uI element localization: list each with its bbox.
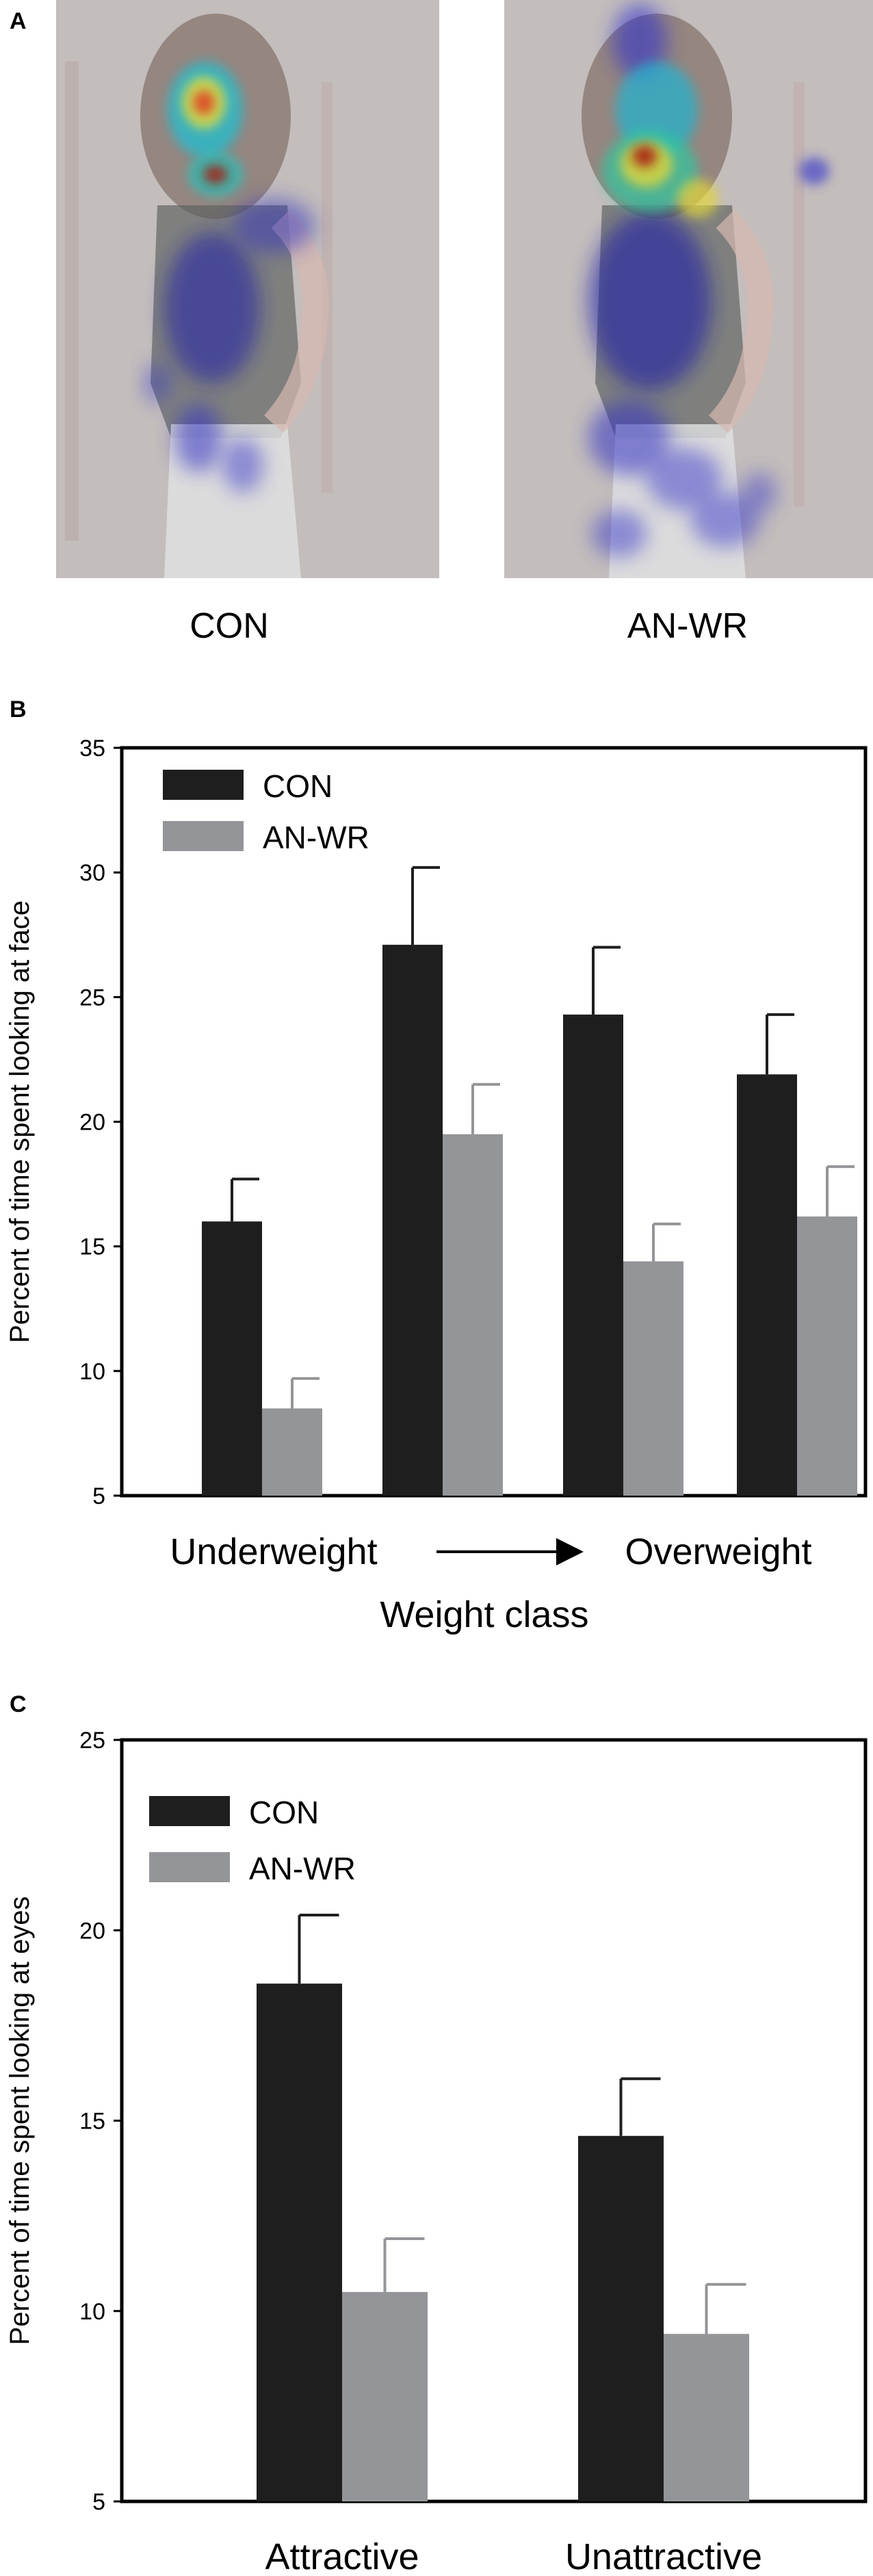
- category-label-underweight: Underweight: [170, 1531, 377, 1572]
- bar-anwr-3: [623, 1261, 683, 1496]
- bar-anwr-2: [443, 1134, 503, 1496]
- legend-label-anwr: AN-WR: [263, 820, 369, 855]
- y-tick-label: 20: [79, 1918, 105, 1944]
- x-axis-title-b: Weight class: [380, 1594, 588, 1635]
- heatmap-photo-an-wr: [504, 0, 873, 578]
- category-label-overweight: Overweight: [625, 1531, 811, 1572]
- heatmap-photo-con: [56, 0, 439, 578]
- bar-con-2: [578, 2135, 664, 2501]
- bar-anwr-4: [797, 1216, 857, 1496]
- chart-face: 5 10 15 20 25 30 35 Percent of time spent looki…: [5, 736, 868, 1509]
- y-tick-label: 15: [79, 2109, 105, 2135]
- plot-frame: [120, 1738, 868, 2503]
- y-tick-label: 30: [79, 860, 105, 886]
- y-tick-label: 25: [79, 985, 105, 1011]
- bar-anwr-2: [664, 2334, 749, 2501]
- y-tick-label: 5: [92, 2489, 105, 2515]
- bar-anwr-1: [262, 1408, 322, 1496]
- y-tick-label: 10: [79, 2299, 105, 2325]
- legend-swatch-con: [163, 770, 244, 800]
- bar-con-4: [737, 1074, 797, 1496]
- bar-anwr-1: [342, 2291, 428, 2501]
- panel-a-letter: A: [10, 8, 27, 34]
- caption-an-wr: AN-WR: [627, 606, 748, 646]
- legend-label-anwr: AN-WR: [249, 1851, 356, 1886]
- y-tick-label: 35: [79, 736, 105, 762]
- bar-con-1: [257, 1983, 342, 2501]
- y-axis-title: Percent of time spent looking at face: [5, 900, 35, 1343]
- bar-con-2: [382, 944, 443, 1496]
- chart-eyes: 5 10 15 20 25 Percent of time spent looking a…: [5, 1728, 868, 2576]
- legend-label-con: CON: [263, 768, 333, 804]
- bar-con-3: [563, 1014, 623, 1496]
- y-tick-label: 15: [79, 1234, 105, 1260]
- legend-swatch-anwr: [163, 821, 244, 851]
- y-tick-label: 5: [92, 1483, 105, 1509]
- y-tick-label: 20: [79, 1110, 105, 1136]
- bar-con-1: [202, 1221, 262, 1496]
- y-tick-label: 10: [79, 1359, 105, 1385]
- legend-swatch-con: [149, 1796, 230, 1826]
- legend-label-con: CON: [249, 1795, 319, 1830]
- legend-swatch-anwr: [149, 1852, 230, 1882]
- category-label-unattractive: Unattractive: [565, 2536, 762, 2576]
- y-tick-label: 25: [79, 1728, 105, 1754]
- panel-c-letter: C: [10, 1691, 27, 1717]
- y-axis-title: Percent of time spent looking at eyes: [5, 1897, 35, 2345]
- category-label-attractive: Attractive: [265, 2536, 419, 2576]
- caption-con: CON: [190, 606, 269, 646]
- panel-b-letter: B: [10, 697, 27, 723]
